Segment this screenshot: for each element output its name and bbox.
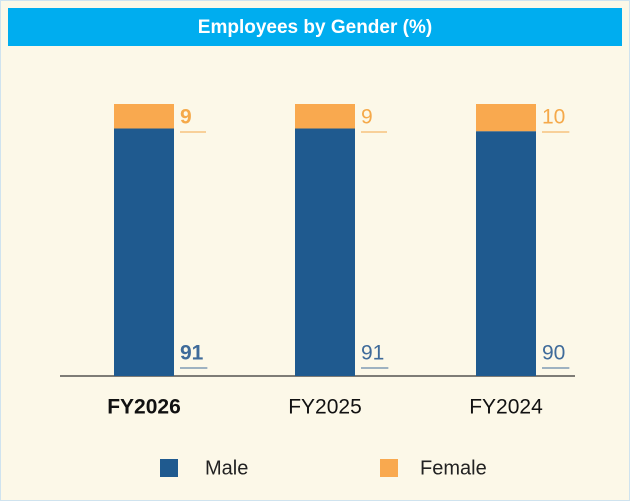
data-label: 91 bbox=[361, 342, 384, 365]
data-label: 9 bbox=[361, 106, 373, 129]
x-tick-label: FY2024 bbox=[469, 396, 543, 419]
data-label: 91 bbox=[180, 342, 204, 365]
data-label: 10 bbox=[542, 106, 565, 129]
bar-segment bbox=[476, 104, 536, 132]
x-tick-label: FY2026 bbox=[107, 396, 181, 419]
legend-label: Male bbox=[205, 457, 248, 479]
bar-segment bbox=[476, 131, 536, 376]
legend-label: Female bbox=[420, 457, 487, 479]
legend-swatch bbox=[160, 459, 178, 477]
data-label: 9 bbox=[180, 106, 192, 129]
bar-segment bbox=[295, 128, 355, 376]
x-tick-label: FY2025 bbox=[288, 396, 362, 419]
bar-segment bbox=[295, 104, 355, 129]
header-band bbox=[8, 8, 622, 46]
legend-swatch bbox=[380, 459, 398, 477]
bar-segment bbox=[114, 104, 174, 129]
data-label: 90 bbox=[542, 342, 565, 365]
chart-title: Employees by Gender (%) bbox=[198, 17, 432, 38]
bar-segment bbox=[114, 128, 174, 376]
